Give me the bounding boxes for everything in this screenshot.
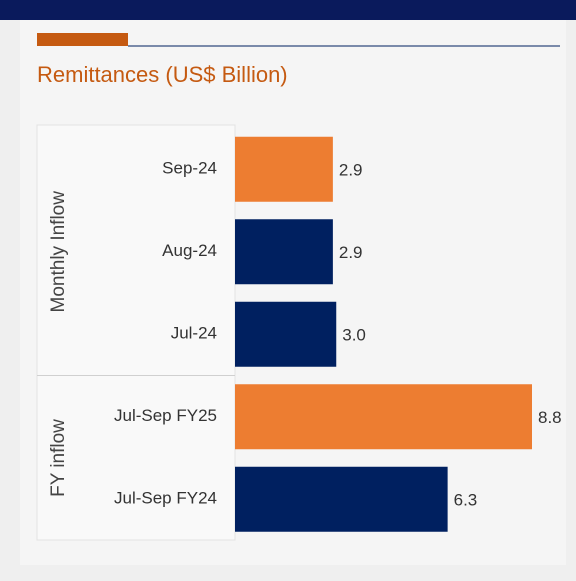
bar <box>235 384 532 450</box>
bar <box>235 466 448 532</box>
group-label: FY inflow <box>48 419 69 497</box>
value-label: 8.8 <box>538 408 562 427</box>
value-label: 2.9 <box>339 161 363 180</box>
chart-title: Remittances (US$ Billion) <box>37 62 288 87</box>
category-label: Jul-Sep FY25 <box>114 406 217 425</box>
label-panel <box>36 124 236 541</box>
category-label: Jul-Sep FY24 <box>114 489 217 508</box>
accent-bar <box>37 33 128 46</box>
value-label: 3.0 <box>342 326 366 345</box>
value-label: 2.9 <box>339 243 363 262</box>
bar <box>235 136 333 202</box>
bar <box>235 301 337 367</box>
category-label: Aug-24 <box>162 241 217 260</box>
category-label: Jul-24 <box>171 324 217 343</box>
group-label: Monthly Inflow <box>48 191 69 313</box>
bar <box>235 219 333 285</box>
value-label: 6.3 <box>454 491 478 510</box>
category-label: Sep-24 <box>162 159 217 178</box>
top-band <box>0 0 576 20</box>
